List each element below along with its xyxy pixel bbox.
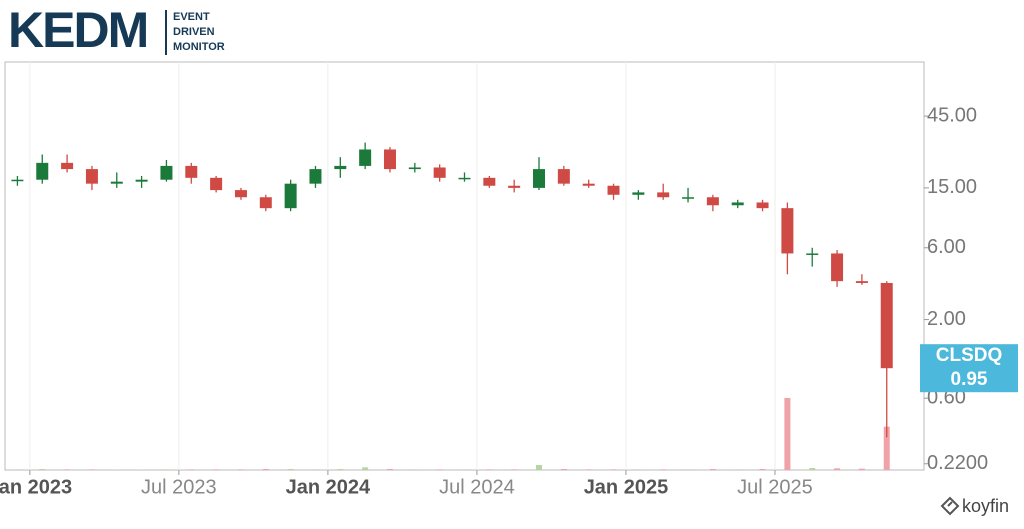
volume-bar — [734, 469, 741, 470]
volume-bar — [337, 469, 344, 470]
volume-bar — [685, 469, 692, 470]
candle-body — [61, 162, 74, 170]
candle-body — [234, 190, 247, 198]
logo: KEDM — [8, 2, 147, 58]
candle-body — [383, 149, 396, 170]
volume-bar — [213, 469, 220, 470]
candle-body — [259, 197, 272, 209]
candle-body — [284, 183, 297, 209]
price-tag-value: 0.95 — [951, 369, 988, 390]
candle-body — [557, 169, 570, 184]
candle-body — [607, 185, 620, 195]
volume-bar — [610, 469, 617, 470]
candle-body — [359, 149, 372, 166]
volume-bar — [237, 469, 244, 470]
candle-body — [458, 177, 471, 180]
volume-bar — [436, 469, 443, 470]
x-tick-label: Jul 2023 — [141, 476, 217, 498]
candle-body — [781, 208, 794, 254]
candle-body — [433, 167, 446, 178]
volume-bar — [461, 469, 468, 470]
volume-bar — [287, 469, 294, 470]
candle-body — [11, 179, 24, 182]
x-tick-label: Jul 2024 — [439, 476, 515, 498]
candle-body — [657, 192, 670, 198]
volume-bar — [809, 468, 816, 470]
price-tag — [920, 344, 1018, 393]
volume-bar — [536, 465, 543, 470]
candle-body — [185, 165, 198, 178]
volume-bar — [39, 469, 46, 470]
volume-bar — [883, 426, 890, 470]
price-tag-symbol: CLSDQ — [936, 345, 1003, 366]
candle-body — [160, 165, 173, 180]
volume-bar — [560, 469, 567, 470]
logo-tagline: DRIVEN — [173, 26, 215, 38]
logo-tagline: EVENT — [173, 11, 210, 23]
candle-body — [309, 169, 322, 184]
candle-body — [334, 165, 347, 170]
candle-body — [855, 281, 868, 283]
candle-body — [533, 169, 546, 188]
volume-bar — [411, 469, 418, 470]
y-tick-label: 15.00 — [927, 176, 977, 198]
volume-bar — [660, 469, 667, 470]
volume-bar — [635, 469, 642, 470]
candle-body — [110, 181, 123, 184]
candle-body — [582, 183, 595, 186]
volume-bar — [858, 468, 865, 470]
x-tick-label: Jul 2025 — [737, 476, 813, 498]
candle-body — [756, 202, 769, 209]
candle-body — [508, 185, 521, 188]
candle-body — [632, 192, 645, 195]
candle-body — [408, 167, 421, 170]
volume-bar — [386, 469, 393, 470]
candle-body — [831, 253, 844, 282]
y-tick-label: 6.00 — [927, 236, 966, 258]
y-tick-label: 2.00 — [927, 308, 966, 330]
candle-body — [135, 179, 148, 182]
candle-body — [806, 253, 819, 255]
logo-tagline: MONITOR — [173, 41, 225, 53]
volume-bar — [188, 469, 195, 470]
volume-bar — [486, 469, 493, 470]
volume-bar — [759, 469, 766, 470]
volume-bar — [88, 469, 95, 470]
x-tick-label: Jan 2025 — [584, 476, 669, 498]
volume-bar — [262, 469, 269, 470]
candle-body — [682, 197, 695, 199]
footer-brand: koyfin — [962, 496, 1009, 516]
volume-bar — [163, 469, 170, 470]
volume-bar — [834, 468, 841, 470]
candle-body — [85, 169, 98, 184]
volume-bar — [585, 469, 592, 470]
y-tick-label: 0.2200 — [927, 452, 988, 474]
candle-body — [210, 177, 223, 191]
volume-bar — [362, 467, 369, 470]
candle-body — [483, 177, 496, 186]
candle-body — [880, 282, 893, 369]
koyfin-icon — [940, 496, 960, 516]
volume-bar — [784, 398, 791, 470]
x-tick-label: Jan 2023 — [0, 476, 72, 498]
x-tick-label: Jan 2024 — [286, 476, 371, 498]
candle-body — [706, 197, 719, 206]
volume-bar — [709, 469, 716, 470]
volume-bar — [14, 469, 21, 470]
candle-body — [36, 162, 49, 180]
candle-body — [731, 202, 744, 206]
volume-bar — [511, 469, 518, 470]
volume-bar — [64, 469, 71, 470]
y-tick-label: 45.00 — [927, 104, 977, 126]
volume-bar — [312, 469, 319, 470]
